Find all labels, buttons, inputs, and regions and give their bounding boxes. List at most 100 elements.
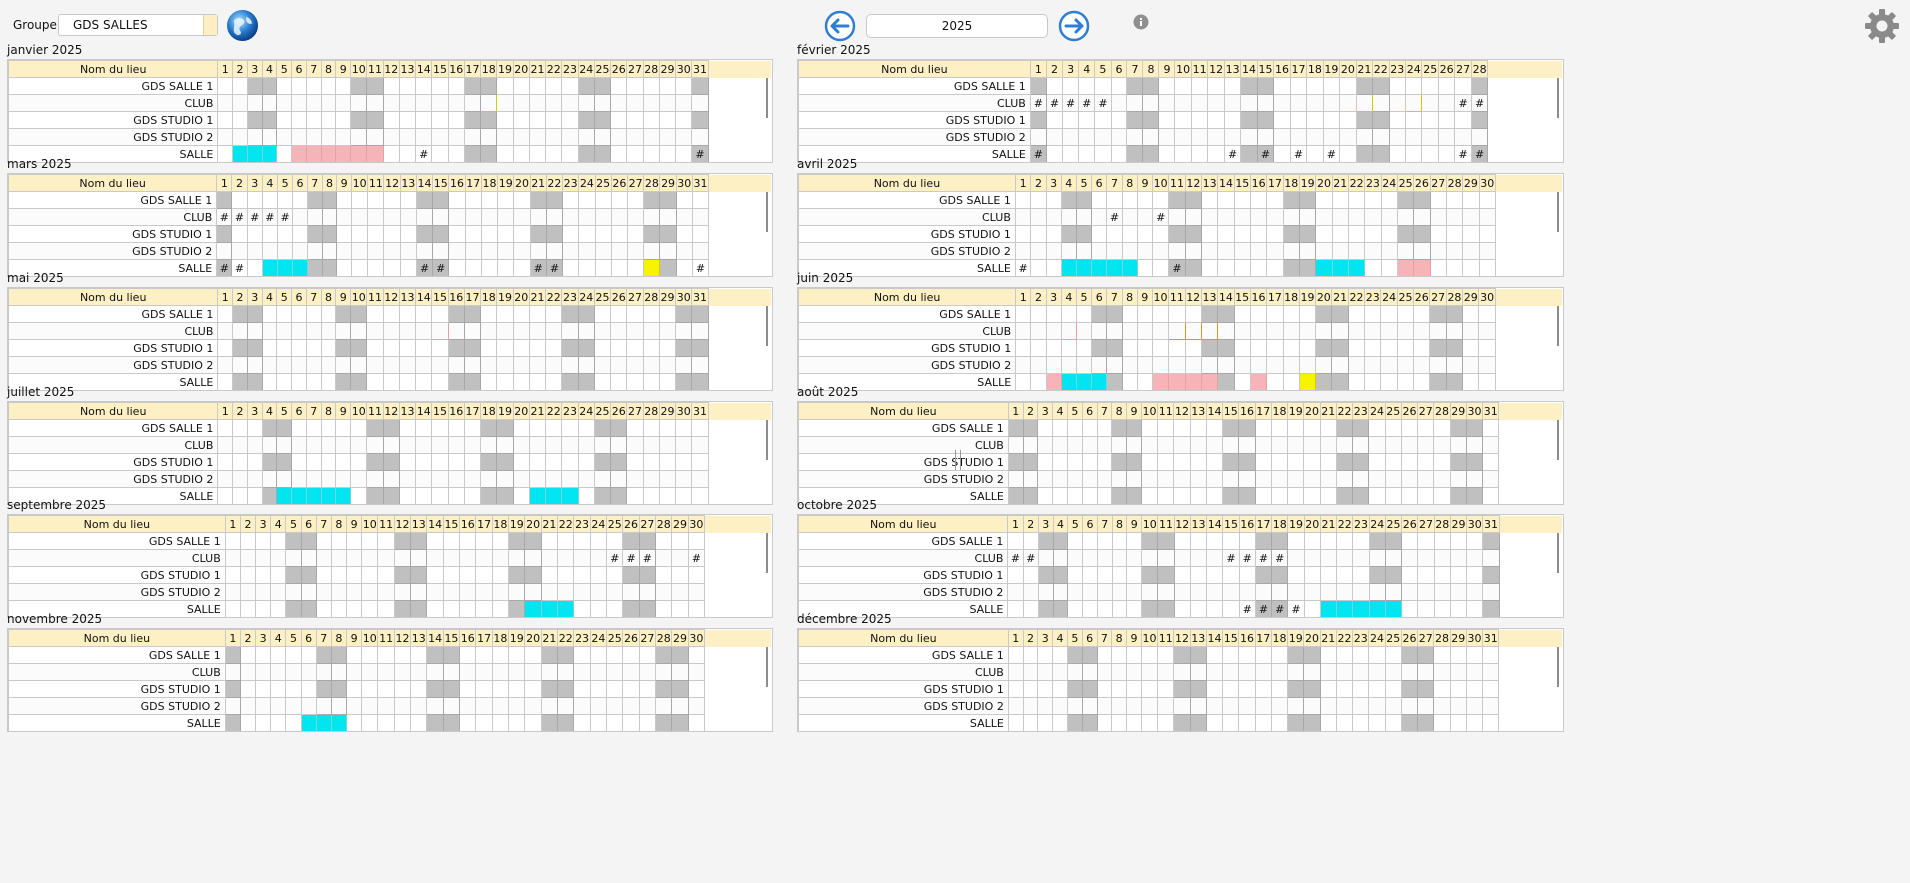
day-cell[interactable] [463,470,482,488]
day-cell[interactable] [305,356,322,374]
day-cell[interactable] [1060,339,1077,357]
day-cell[interactable] [497,208,515,226]
day-cell[interactable] [642,305,660,323]
day-cell[interactable] [1303,549,1321,567]
day-cell[interactable] [475,663,493,681]
day-cell[interactable] [496,453,514,471]
day-cell[interactable] [1158,94,1176,112]
day-cell[interactable] [524,714,542,731]
day-cell[interactable] [1122,391,1137,392]
day-cell[interactable] [232,277,247,278]
day-cell[interactable] [1151,322,1170,340]
day-cell[interactable] [361,646,379,664]
day-cell[interactable] [1205,714,1224,731]
day-cell[interactable] [513,163,529,164]
day-cell[interactable] [1066,714,1083,731]
day-cell[interactable] [443,618,459,619]
day-cell[interactable] [301,618,316,619]
day-cell[interactable] [1418,618,1434,619]
day-cell[interactable] [1249,322,1268,340]
day-cell[interactable] [1152,242,1170,260]
day-cell[interactable] [622,600,640,617]
day-cell[interactable] [593,128,612,146]
day-cell[interactable] [1022,583,1039,601]
day-cell[interactable] [1007,566,1024,584]
day-cell[interactable] [528,373,547,390]
day-cell[interactable] [561,419,579,437]
day-cell[interactable] [1067,505,1082,506]
day-cell[interactable] [1233,305,1251,323]
day-cell[interactable] [464,242,482,260]
day-cell[interactable] [675,225,693,243]
day-cell[interactable] [1141,600,1159,617]
day-cell[interactable] [1007,453,1024,471]
day-cell[interactable] [1158,77,1176,95]
day-cell[interactable] [1222,453,1240,471]
day-cell[interactable] [459,549,477,567]
day-cell[interactable] [1052,583,1069,601]
day-cell[interactable] [1482,419,1500,437]
day-cell[interactable] [1303,680,1321,698]
day-cell[interactable] [276,373,293,390]
day-cell[interactable] [1404,145,1423,162]
day-cell[interactable] [687,566,706,584]
day-cell[interactable] [1385,505,1401,506]
day-cell[interactable] [300,549,317,567]
day-cell[interactable] [399,259,417,276]
day-cell[interactable] [1185,391,1201,392]
day-cell[interactable] [574,618,590,619]
day-cell[interactable] [1121,356,1138,374]
day-cell[interactable] [1322,94,1341,112]
day-cell[interactable] [1352,663,1370,681]
day-cell[interactable] [285,600,302,617]
day-cell[interactable] [1217,208,1235,226]
day-cell[interactable] [1222,646,1240,664]
day-cell[interactable] [545,356,563,374]
vertical-scrollbar[interactable] [766,533,768,573]
day-cell[interactable] [1449,697,1467,715]
day-cell[interactable] [578,391,594,392]
day-cell[interactable] [1368,646,1386,664]
day-cell[interactable] [1111,470,1128,488]
day-cell[interactable] [491,714,510,731]
day-cell[interactable] [1126,419,1142,437]
day-cell[interactable] [1173,600,1191,617]
day-cell[interactable] [524,566,542,584]
day-cell[interactable] [286,618,301,619]
day-cell[interactable] [692,163,708,164]
day-cell[interactable] [335,419,352,437]
day-cell[interactable] [1319,583,1338,601]
day-cell[interactable] [644,277,660,278]
day-cell[interactable] [366,373,384,390]
marked-cell[interactable]: # [432,259,450,276]
day-cell[interactable] [255,697,272,715]
day-cell[interactable] [291,339,307,357]
day-cell[interactable] [691,339,709,357]
day-cell[interactable] [1271,532,1289,550]
day-cell[interactable] [1372,145,1390,162]
day-cell[interactable] [577,322,595,340]
day-cell[interactable] [606,714,624,731]
day-cell[interactable] [1266,373,1284,390]
day-cell[interactable] [509,732,525,733]
day-cell[interactable] [361,583,379,601]
day-cell[interactable] [1126,680,1142,698]
day-cell[interactable] [431,487,449,504]
day-cell[interactable] [224,697,241,715]
day-cell[interactable] [291,77,307,95]
day-cell[interactable] [261,94,278,112]
day-cell[interactable] [589,697,608,715]
booking-cell[interactable] [1396,259,1415,276]
day-cell[interactable] [561,94,579,112]
day-cell[interactable] [1471,163,1487,164]
day-cell[interactable] [320,94,337,112]
day-cell[interactable] [573,697,591,715]
day-cell[interactable] [367,259,385,276]
day-cell[interactable] [1206,583,1224,601]
day-cell[interactable] [1066,487,1083,504]
day-cell[interactable] [1096,680,1113,698]
day-cell[interactable] [528,419,547,437]
day-cell[interactable] [1096,566,1113,584]
day-cell[interactable] [1111,714,1128,731]
day-cell[interactable] [366,77,384,95]
